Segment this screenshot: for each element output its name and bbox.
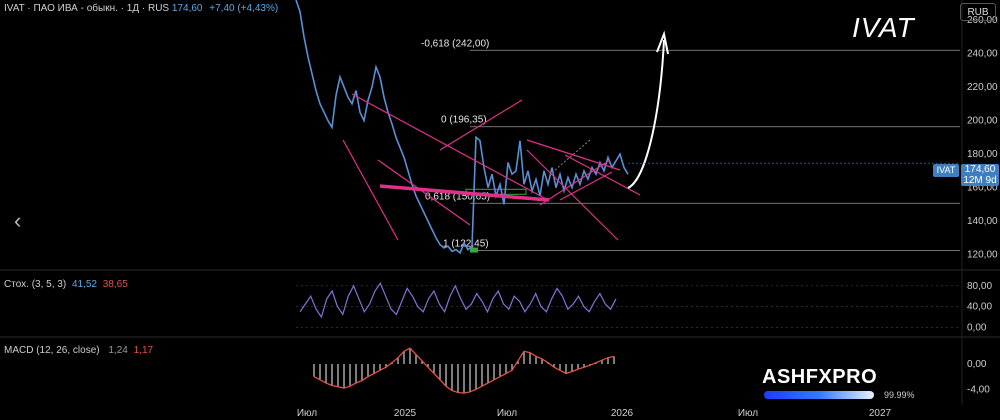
price-tick-label: 160,00 [967,183,998,194]
trend-line [351,93,549,201]
price-tick-label: 200,00 [967,116,998,127]
trend-line [559,171,613,201]
stoch-legend: Стох. (3, 5, 3) 41,52 38,65 [4,279,128,290]
price-tick-label: 180,00 [967,149,998,160]
trend-line [564,154,641,196]
progress-label: 99.99% [884,390,915,400]
price-tick-label: 140,00 [967,216,998,227]
symbol-header: IVAT · ПАО ИВА - обыкн. · 1Д · RUS 174,6… [4,3,278,14]
macd-series-line [313,347,615,394]
stoch-label: Стох. (3, 5, 3) [4,279,67,290]
stoch-tick-label: 0,00 [967,322,987,333]
fib-zone-box [470,247,478,253]
trend-line [439,99,523,151]
symbol-label: IVAT · ПАО ИВА - обыкн. · 1Д · RUS [4,3,170,14]
macd-tick-label: -4,00 [967,384,990,395]
big-ticker-label: IVAT [852,12,915,43]
chevron-left-icon[interactable]: ‹ [14,208,22,233]
price-tick-label: 240,00 [967,49,998,60]
forecast-arrow-head [656,30,669,55]
trend-line [377,159,471,226]
currency-button[interactable]: RUB [960,3,996,21]
stoch-series-line [299,281,617,319]
trend-line [342,139,399,241]
trend-line [526,149,619,241]
stoch-value-k: 41,52 [71,279,97,290]
x-tick-label: 2026 [611,408,634,419]
x-tick-label: Июл [738,408,758,419]
stoch-tick-label: 80,00 [967,281,992,292]
price-tag-countdown: 12М 9d [963,175,997,186]
fib-label: 1 (122,45) [443,238,489,249]
progress-bar [764,391,874,399]
x-tick-label: 2025 [394,408,417,419]
macd-tick-label: 0,00 [967,359,987,370]
progress-fill [764,391,874,399]
header-price: 174,60 [171,3,203,14]
x-tick-label: 2027 [869,408,892,419]
x-tick-label: Июл [497,408,517,419]
trend-line-thick [379,184,550,202]
fib-label: 0 (196,35) [441,115,487,126]
price-tick-label: 220,00 [967,82,998,93]
stoch-value-d: 38,65 [102,279,128,290]
price-tag-ticker: IVAT [933,164,959,177]
header-change: +7,40 (+4,43%) [209,3,279,14]
price-tag: 174,60 12М 9d [961,164,999,186]
stoch-tick-label: 40,00 [967,302,992,313]
price-tick-label: 120,00 [967,250,998,261]
price-series-line [295,0,629,255]
fib-label: -0,618 (242,00) [421,38,489,49]
macd-legend: MACD (12, 26, close) 1,24 1,17 [4,345,153,356]
price-tag-price: 174,60 [964,164,996,175]
x-tick-label: Июл [297,408,317,419]
trend-line [539,159,611,206]
watermark-logo: ASHFXPRO [762,366,878,388]
macd-value-2: 1,17 [133,345,154,356]
macd-value-1: 1,24 [108,345,128,356]
forecast-arrow-line [627,39,665,189]
trend-line [526,139,621,171]
fib-label: 0,618 (150,65) [425,191,490,202]
macd-label: MACD (12, 26, close) [4,345,100,356]
